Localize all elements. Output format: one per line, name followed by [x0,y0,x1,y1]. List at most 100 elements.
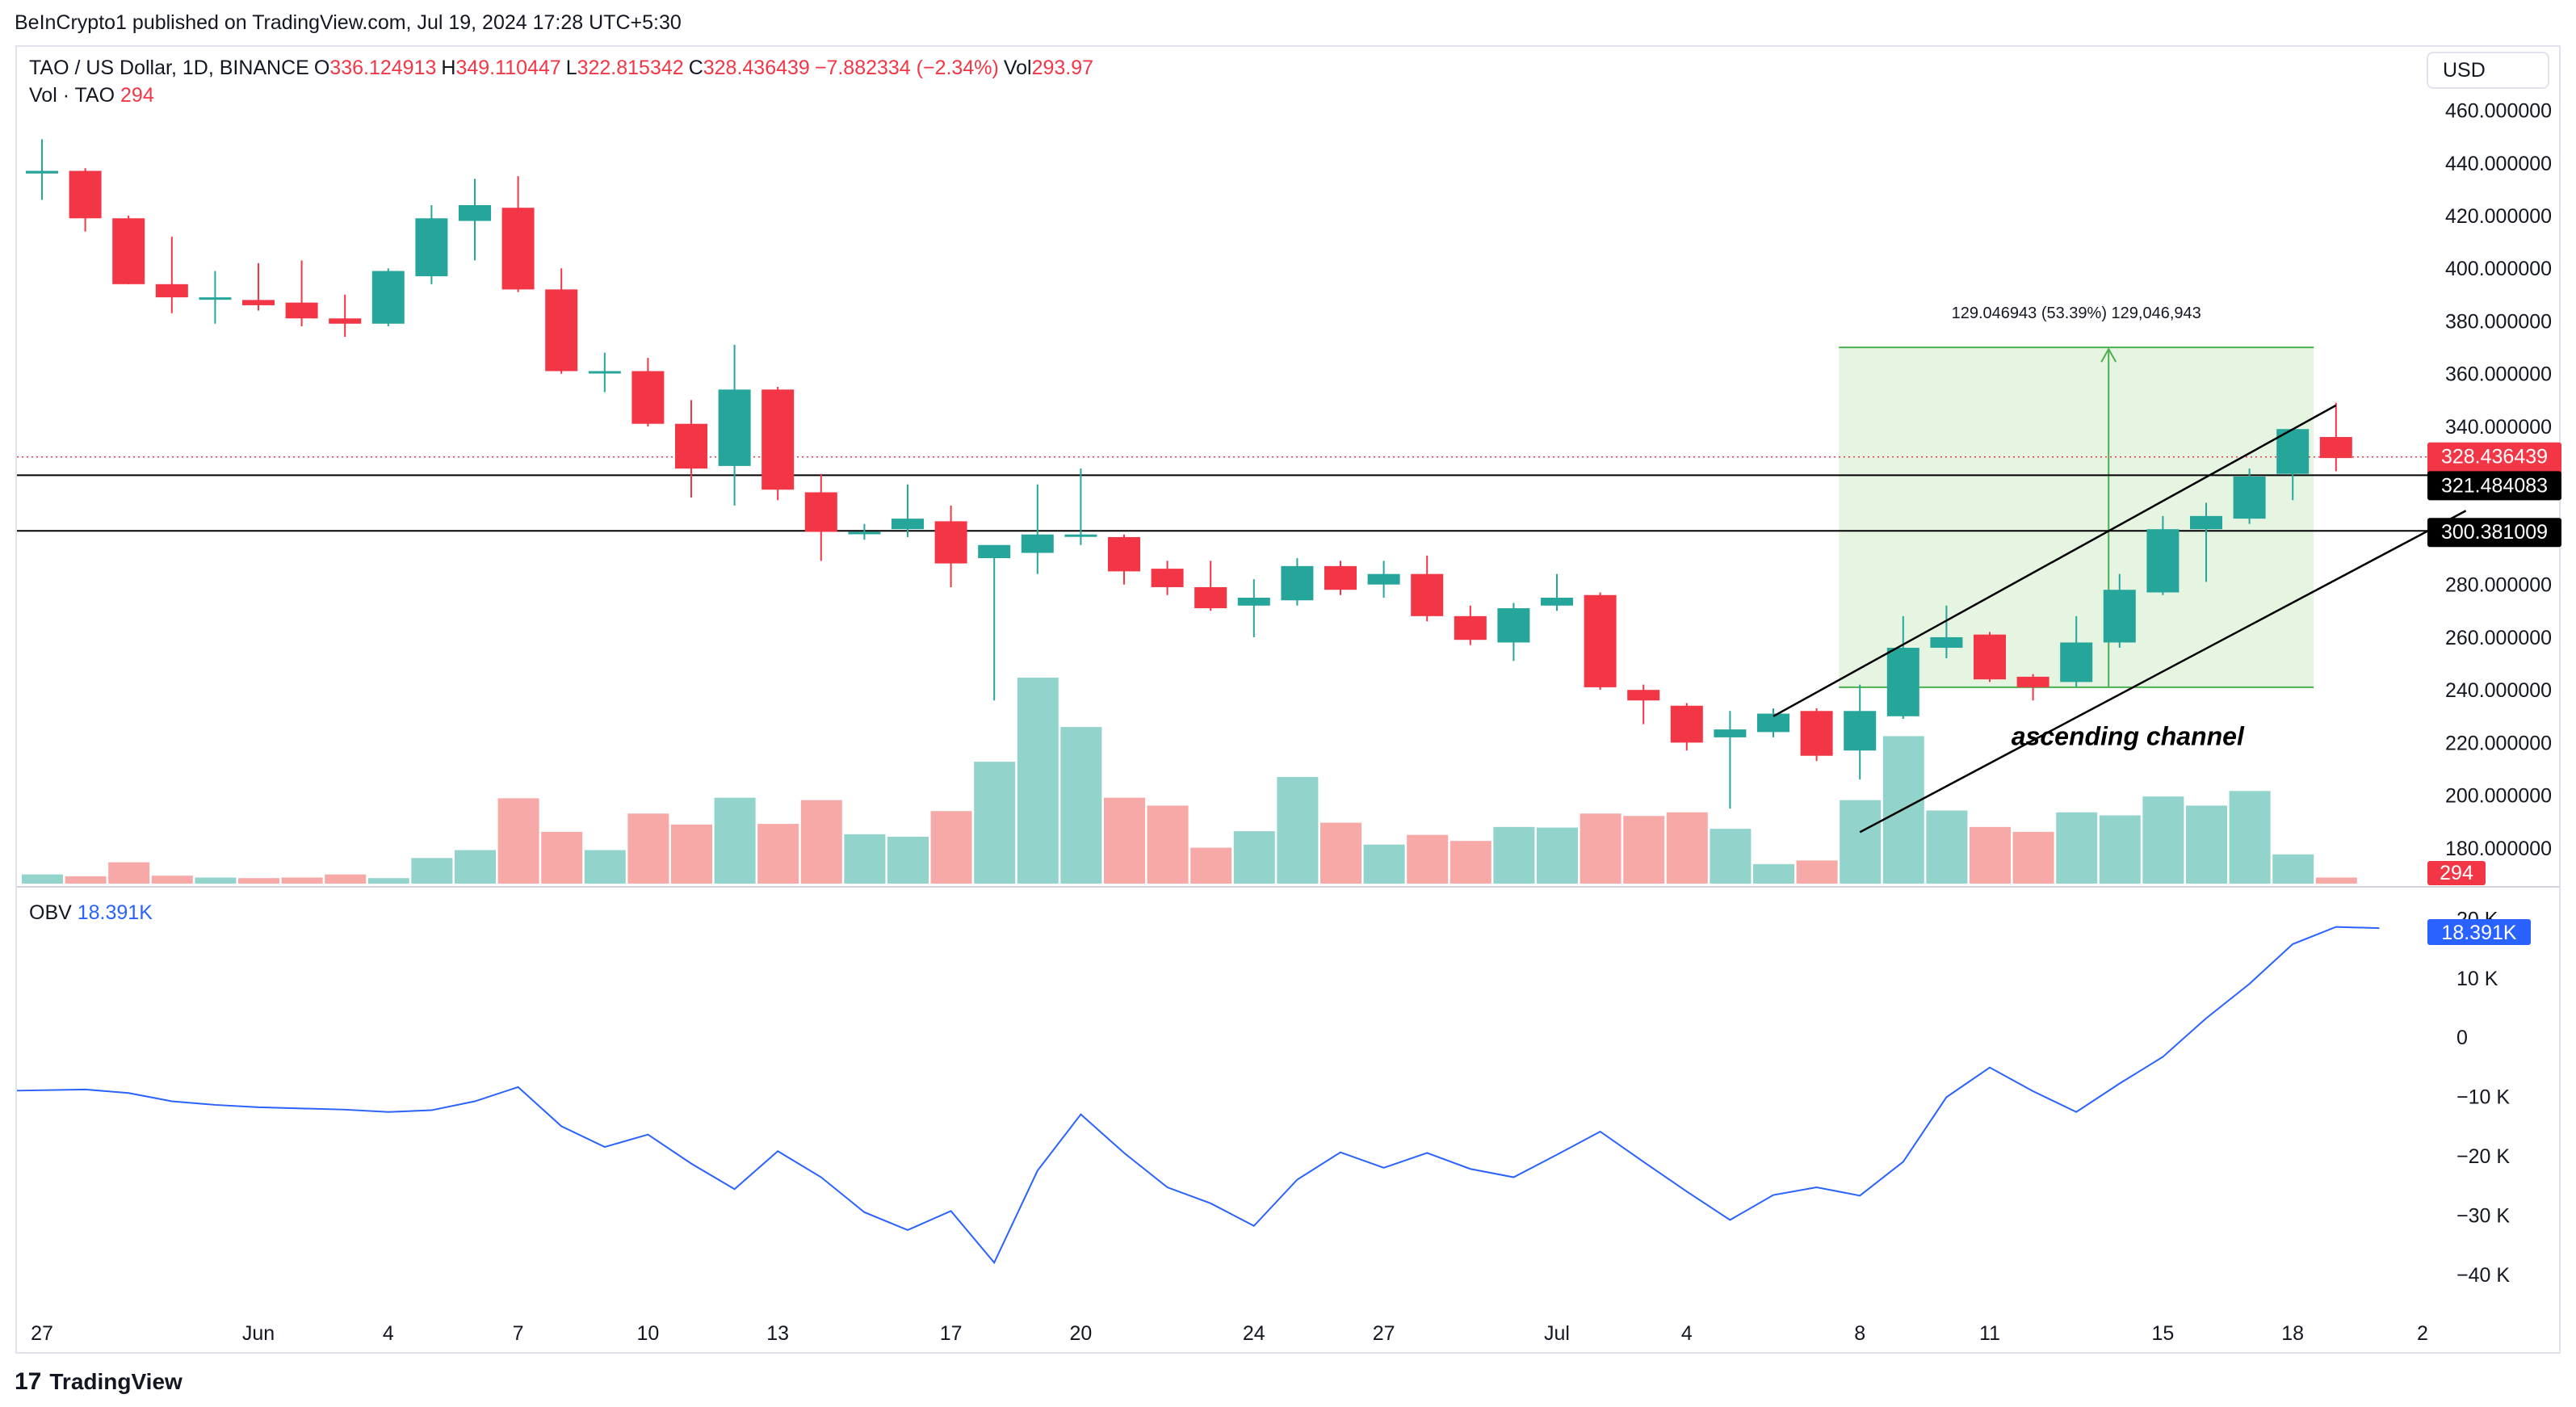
candle-body [415,218,448,277]
volume-bar [151,876,193,884]
tradingview-logo[interactable]: 17 TradingView [15,1368,183,1396]
candle-body [934,521,967,564]
volume-bar [627,813,669,884]
volume-bar [1710,829,1752,884]
candle-body [892,519,924,530]
candle-body [1454,615,1487,640]
measure-arrow-head [2100,347,2117,363]
channel-annotation: ascending channel [2012,722,2245,751]
legend-obv-value: 18.391K [77,901,153,924]
candle-body [112,218,145,284]
time-axis-tick: 10 [636,1322,659,1345]
obv-axis-tick: −40 K [2456,1264,2510,1287]
volume-bar [411,858,453,884]
volume-bar [238,878,279,884]
time-axis-tick: 4 [1681,1322,1693,1345]
obv-axis-tick: 10 K [2456,968,2498,990]
legend-vol-row-value: 294 [120,84,154,107]
candle-body [1541,598,1573,606]
legend-vol-row-label: Vol · TAO [29,84,115,107]
candle-body [242,300,275,305]
last-obv-label: 18.391K [2427,919,2531,945]
volume-bar [671,824,712,884]
last-obv-label-text: 18.391K [2441,922,2516,944]
currency-button[interactable]: USD [2427,52,2549,89]
legend-low-label: L [565,57,577,79]
level-label-upper-bg [2427,471,2561,501]
price-axis-tick: 360.000000 [2445,363,2552,386]
volume-bar [541,831,583,884]
volume-bar [974,762,1016,884]
legend-change: −7.882334 (−2.34%) [814,57,999,79]
level-label-upper: 321.484083 [2427,471,2561,501]
volume-bar [2186,805,2227,884]
candle-body [1064,534,1097,537]
candle-body [371,271,405,324]
price-axis-tick: 400.000000 [2445,258,2552,280]
candle-body [588,371,621,374]
price-axis-tick: 460.000000 [2445,100,2552,123]
time-axis-tick: 27 [31,1322,53,1345]
price-axis-tick: 180.000000 [2445,838,2552,860]
volume-bar [1147,805,1189,884]
obv-axis-tick: −20 K [2456,1145,2510,1168]
volume-bar [584,850,626,884]
candle-body [718,389,751,466]
last-volume-label-text: 294 [2440,862,2473,884]
volume-bar [1537,827,1578,884]
candle-body [69,170,102,219]
volume-bar [1450,841,1491,884]
volume-bar [195,877,237,884]
candle-body [675,423,707,469]
legend-high-value: 349.110447 [455,57,561,79]
legend-symbol: TAO / US Dollar, 1D, BINANCE [29,57,309,79]
obv-layer [16,926,2380,1265]
time-axis-tick: 18 [2281,1322,2304,1345]
tradingview-logo-icon: 17 [15,1368,42,1395]
candle-body [155,284,188,298]
time-axis-tick: Jul [1544,1322,1570,1345]
legend-ohlc: TAO / US Dollar, 1D, BINANCE O336.124913 H… [29,57,1098,80]
time-axis-tick: 17 [940,1322,963,1345]
last-price-label-text: 328.436439 [2441,446,2548,468]
volume-bar [887,836,929,884]
candle-body [1974,634,2006,680]
legend-open-label: O [313,57,330,79]
candle-body [761,389,795,490]
candle-body [2190,515,2222,530]
volume-bar [1363,844,1405,884]
price-axis-tick: 340.000000 [2445,416,2552,439]
candle-body [1324,565,1357,590]
time-axis-tick: 15 [2151,1322,2174,1345]
volume-bar [1407,834,1449,884]
candle-body [2319,437,2352,459]
candle-body [501,208,535,290]
candle-body [1367,573,1400,585]
legend-vol-value: 293.97 [1031,57,1094,79]
volume-bar [1190,847,1232,884]
candle-body [1021,534,1054,553]
candle-body [199,297,232,300]
candle-body [545,289,578,372]
volume-bar [1840,800,1882,884]
candle-body [1670,705,1703,743]
candle-body [285,302,318,319]
volume-bar [1970,826,2011,884]
time-axis-tick: 13 [766,1322,789,1345]
volume-bar [281,877,323,884]
last-volume-label: 294 [2427,861,2486,885]
price-axis-tick: 240.000000 [2445,679,2552,702]
tradingview-brand: TradingView [49,1369,183,1394]
candle-body [26,170,58,174]
time-axis-tick: 7 [513,1322,524,1345]
volume-bar [2229,791,2271,884]
channel-layer: ascending channel [1773,404,2467,834]
volume-bar [65,876,107,884]
volume-bar [1060,727,1102,884]
volume-bar [1796,860,1838,884]
volume-bar [22,874,63,884]
chart-frame [15,45,2561,1354]
level-label-lower-bg [2427,518,2561,548]
candle-body [1237,598,1270,606]
